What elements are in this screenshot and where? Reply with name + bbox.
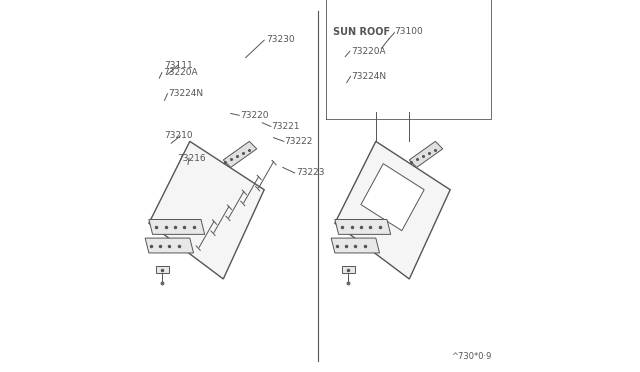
Polygon shape — [149, 141, 264, 279]
Text: 73220A: 73220A — [351, 47, 385, 56]
Polygon shape — [156, 266, 170, 273]
Polygon shape — [361, 164, 424, 231]
Polygon shape — [335, 219, 390, 234]
Polygon shape — [331, 238, 380, 253]
Text: 73210: 73210 — [164, 131, 193, 140]
Text: 73220A: 73220A — [163, 68, 198, 77]
Text: 73100: 73100 — [394, 27, 423, 36]
Polygon shape — [223, 141, 257, 167]
Text: SUN ROOF: SUN ROOF — [333, 27, 390, 36]
Text: 73111: 73111 — [164, 61, 193, 70]
Polygon shape — [342, 266, 355, 273]
Text: 73216: 73216 — [177, 154, 205, 163]
Polygon shape — [335, 141, 450, 279]
Polygon shape — [145, 238, 193, 253]
Polygon shape — [410, 141, 443, 167]
Text: ^730*0·9: ^730*0·9 — [451, 352, 491, 361]
Text: 73220: 73220 — [240, 111, 269, 120]
Text: 73230: 73230 — [266, 35, 294, 44]
Text: 73224N: 73224N — [168, 89, 204, 98]
Text: 73223: 73223 — [296, 169, 324, 177]
Text: 73221: 73221 — [271, 122, 300, 131]
Text: 73224N: 73224N — [351, 72, 387, 81]
Text: 73222: 73222 — [285, 137, 313, 146]
Polygon shape — [149, 219, 205, 234]
